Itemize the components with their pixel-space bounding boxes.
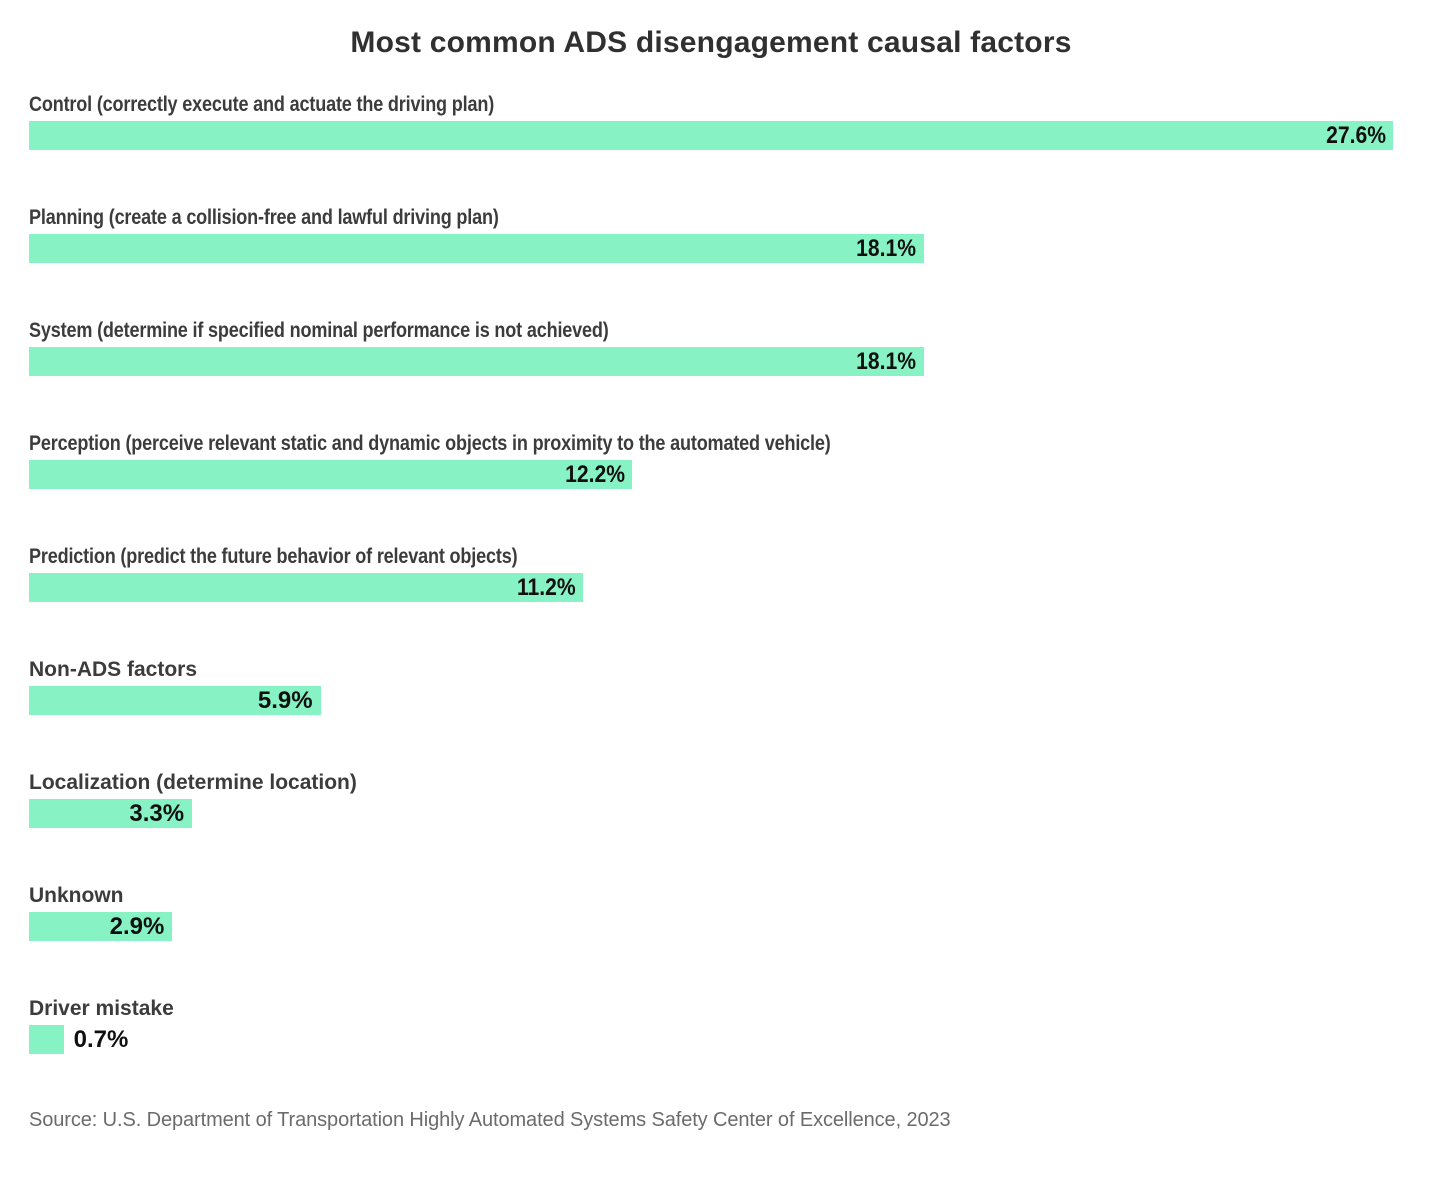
value-label: 0.7% xyxy=(73,1026,129,1053)
category-label: Non-ADS factors xyxy=(29,657,1393,683)
bar-track: 12.2% xyxy=(29,460,1393,489)
category-label-text: Driver mistake xyxy=(29,997,174,1020)
category-label: Planning (create a collision-free and la… xyxy=(29,205,1393,231)
bar-row: System (determine if specified nominal p… xyxy=(29,318,1393,376)
bar-chart: Most common ADS disengagement causal fac… xyxy=(29,26,1393,1131)
category-label-text: Perception (perceive relevant static and… xyxy=(29,432,831,455)
bar: 18.1% xyxy=(29,234,924,263)
bar-row: Non-ADS factors 5.9% xyxy=(29,657,1393,715)
category-label-text: Non-ADS factors xyxy=(29,658,198,681)
value-label: 3.3% xyxy=(129,800,185,827)
source-note: Source: U.S. Department of Transportatio… xyxy=(29,1109,951,1131)
bar: 3.3% xyxy=(29,799,193,828)
bar: 0.7% xyxy=(29,1025,128,1054)
category-label-text: System (determine if specified nominal p… xyxy=(29,319,609,342)
value-label: 2.9% xyxy=(109,913,165,940)
bar-row: Control (correctly execute and actuate t… xyxy=(29,92,1393,150)
bar-row: Localization (determine location) 3.3% xyxy=(29,770,1393,828)
bar-row: Perception (perceive relevant static and… xyxy=(29,431,1393,489)
bar: 5.9% xyxy=(29,686,321,715)
bar-track: 18.1% xyxy=(29,234,1393,263)
category-label: Perception (perceive relevant static and… xyxy=(29,431,1393,457)
category-label: System (determine if specified nominal p… xyxy=(29,318,1393,344)
category-label: Localization (determine location) xyxy=(29,770,1393,796)
value-label: 12.2% xyxy=(564,461,625,488)
bar-track: 5.9% xyxy=(29,686,1393,715)
bar: 12.2% xyxy=(29,460,632,489)
bar-track: 0.7% xyxy=(29,1025,1393,1054)
bar-track: 11.2% xyxy=(29,573,1393,602)
category-label: Prediction (predict the future behavior … xyxy=(29,544,1393,570)
bar: 11.2% xyxy=(29,573,583,602)
value-label: 18.1% xyxy=(856,235,917,262)
value-label: 5.9% xyxy=(257,687,313,714)
bar-track: 27.6% xyxy=(29,121,1393,150)
category-label-text: Prediction (predict the future behavior … xyxy=(29,545,518,568)
bar-row: Planning (create a collision-free and la… xyxy=(29,205,1393,263)
bar-row: Unknown 2.9% xyxy=(29,883,1393,941)
category-label: Control (correctly execute and actuate t… xyxy=(29,92,1393,118)
bar: 18.1% xyxy=(29,347,924,376)
bar: 2.9% xyxy=(29,912,173,941)
category-label-text: Localization (determine location) xyxy=(29,771,357,794)
bar-track: 2.9% xyxy=(29,912,1393,941)
category-label: Unknown xyxy=(29,883,1393,909)
category-label: Driver mistake xyxy=(29,996,1393,1022)
category-label-text: Control (correctly execute and actuate t… xyxy=(29,93,495,116)
bar-row: Prediction (predict the future behavior … xyxy=(29,544,1393,602)
bar-row: Driver mistake 0.7% xyxy=(29,996,1393,1054)
category-label-text: Planning (create a collision-free and la… xyxy=(29,206,499,229)
value-label: 27.6% xyxy=(1326,122,1386,149)
bars-area: Control (correctly execute and actuate t… xyxy=(29,92,1393,1054)
chart-title: Most common ADS disengagement causal fac… xyxy=(350,26,1072,59)
bar-track: 18.1% xyxy=(29,347,1393,376)
category-label-text: Unknown xyxy=(29,884,124,907)
value-label: 11.2% xyxy=(516,574,576,601)
value-label: 18.1% xyxy=(856,348,917,375)
bar-track: 3.3% xyxy=(29,799,1393,828)
bar: 27.6% xyxy=(29,121,1393,150)
